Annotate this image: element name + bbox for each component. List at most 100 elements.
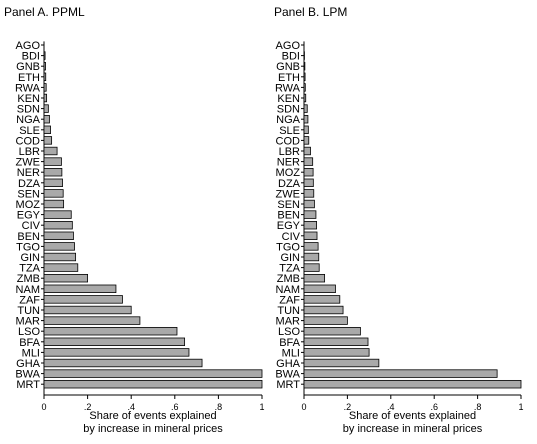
panel-b-bar-egy — [303, 220, 317, 230]
panel-b-category-label: NER — [277, 157, 300, 169]
panel-a-category-label: MAR — [16, 316, 41, 328]
panel-b-category-label: BEN — [277, 210, 300, 222]
panel-a-category-label: MOZ — [16, 199, 41, 211]
panel-a-category-label: SEN — [17, 188, 40, 200]
panel-a-bar-eth — [43, 72, 47, 81]
panel-b-category-label: RWA — [275, 82, 301, 94]
panel-a-title: Panel A. PPML — [4, 5, 85, 19]
panel-a-category-label: SDN — [17, 104, 40, 116]
panel-b-category-label: ZWE — [276, 188, 300, 200]
panel-b-category-label: LSO — [278, 326, 300, 338]
panel-b-category-label: ZAF — [279, 294, 300, 306]
panel-b-bar-bfa — [303, 337, 369, 346]
panel-a-category-label: TUN — [17, 305, 40, 317]
panel-a-category-label: AGO — [16, 40, 41, 52]
panel-a-category-label: MLI — [22, 347, 40, 359]
panel-b-bar-mli — [303, 348, 370, 357]
panel-b-bar-lso — [303, 326, 361, 336]
panel-b-bar-tun — [303, 305, 344, 315]
panel-b-category-label: KEN — [277, 93, 300, 105]
panel-a-bar-civ — [43, 220, 73, 230]
panel-b-bar-sen — [303, 199, 315, 209]
panel-a-bar-gnb — [43, 62, 46, 71]
panel-a-bar-mar — [43, 316, 141, 325]
panel-a-category-label: NAM — [16, 284, 40, 296]
panel-a-x-axis-label: Share of events explained — [89, 410, 216, 422]
panel-b-bar-ben — [303, 210, 317, 219]
panel-b-bar-sle — [303, 125, 309, 134]
panel-a-category-label: NER — [17, 167, 40, 179]
panel-a-bar-egy — [43, 210, 72, 219]
panel-b-category-label: SEN — [277, 199, 300, 211]
panel-b-bar-zwe — [303, 189, 315, 198]
panel-a-category-label: SLE — [19, 125, 40, 137]
panel-b-category-label: DZA — [278, 178, 301, 190]
panel-b-category-label: TUN — [277, 305, 300, 317]
panel-b-bar-rwa — [303, 83, 306, 92]
panel-b-category-label: MRT — [276, 379, 300, 391]
panel-a-x-axis-label: by increase in mineral prices — [83, 423, 223, 435]
panel-a-category-label: RWA — [15, 82, 41, 94]
panel-a-category-label: LSO — [18, 326, 40, 338]
panel-a-category-label: ETH — [18, 72, 40, 84]
panel-a-bar-moz — [43, 199, 65, 209]
panel-a-category-label: EGY — [17, 210, 41, 222]
panel-a-bar-sle — [43, 125, 51, 134]
panel-b-category-label: BWA — [275, 369, 300, 381]
panel-b-bar-gha — [303, 358, 380, 368]
panel-b-x-tick-label: .8 — [474, 402, 482, 412]
panel-b-category-label: LBR — [279, 146, 300, 158]
panel-a-category-label: BFA — [19, 337, 40, 349]
panel-b-x-axis-label: by increase in mineral prices — [343, 423, 483, 435]
panel-b-category-label: TGO — [276, 241, 300, 253]
panel-a-bar-cod — [43, 136, 53, 145]
panel-a-bar-bwa — [43, 369, 263, 378]
panel-a-bar-zaf — [43, 295, 123, 304]
panel-b-bar-dza — [303, 178, 314, 187]
panel-b-bar-bwa — [303, 369, 498, 378]
panel-a-category-label: COD — [16, 135, 41, 147]
panel-b-bar-tgo — [303, 242, 319, 251]
panel-b-category-label: BFA — [279, 337, 300, 349]
panel-a-bar-ken — [43, 93, 48, 103]
panel-b-x-tick-label: .2 — [344, 402, 352, 412]
panel-a-x-tick-label: 0 — [41, 402, 46, 412]
panel-b-x-tick-label: .6 — [430, 402, 438, 412]
panel-b-bar-mrt — [303, 379, 522, 389]
panel-b-category-label: NAM — [276, 284, 300, 296]
panel-b-bar-gin — [303, 252, 320, 262]
panel-b-category-label: ZMB — [277, 273, 300, 285]
panel-b-x-tick-label: .4 — [387, 402, 395, 412]
panel-a-category-label: BEN — [17, 231, 40, 243]
panel-a-bar-gin — [43, 252, 77, 262]
panel-a-category-label: ZAF — [19, 294, 40, 306]
panel-a-category-label: LBR — [19, 146, 40, 158]
panel-b-bar-mar — [303, 316, 348, 325]
panel-a-category-label: ZWE — [16, 157, 40, 169]
panel-b-bar-ner — [303, 157, 314, 166]
panel-a-category-label: GIN — [20, 252, 40, 264]
panel-a-bar-nam — [43, 284, 117, 293]
panel-a-x-tick-label: .2 — [84, 402, 92, 412]
panel-b-bar-moz — [303, 167, 314, 177]
panel-a-x-tick-label: .6 — [171, 402, 179, 412]
panel-b-bar-eth — [303, 72, 306, 81]
panel-a-x-tick-label: .4 — [127, 402, 135, 412]
panel-b-bar-zmb — [303, 273, 326, 283]
panel-a-category-label: GNB — [16, 61, 40, 73]
panel-b-bar-civ — [303, 231, 318, 240]
panel-a-category-label: NGA — [16, 114, 41, 126]
panel-a-bar-gha — [43, 358, 203, 368]
panel-a-bar-sdn — [43, 104, 49, 113]
panel-b-category-label: SDN — [277, 104, 300, 116]
panel-a-bar-bdi — [43, 51, 46, 60]
panel-b-title: Panel B. LPM — [274, 5, 347, 19]
panel-a-category-label: ZMB — [17, 273, 40, 285]
panel-a-bar-nga — [43, 115, 50, 124]
panel-b-x-tick-label: 0 — [301, 402, 306, 412]
panel-b-x-axis-label: Share of events explained — [349, 410, 476, 422]
panel-a-bar-zmb — [43, 273, 88, 283]
panel-b-category-label: MLI — [282, 347, 300, 359]
panel-b-category-label: GHA — [276, 358, 301, 370]
